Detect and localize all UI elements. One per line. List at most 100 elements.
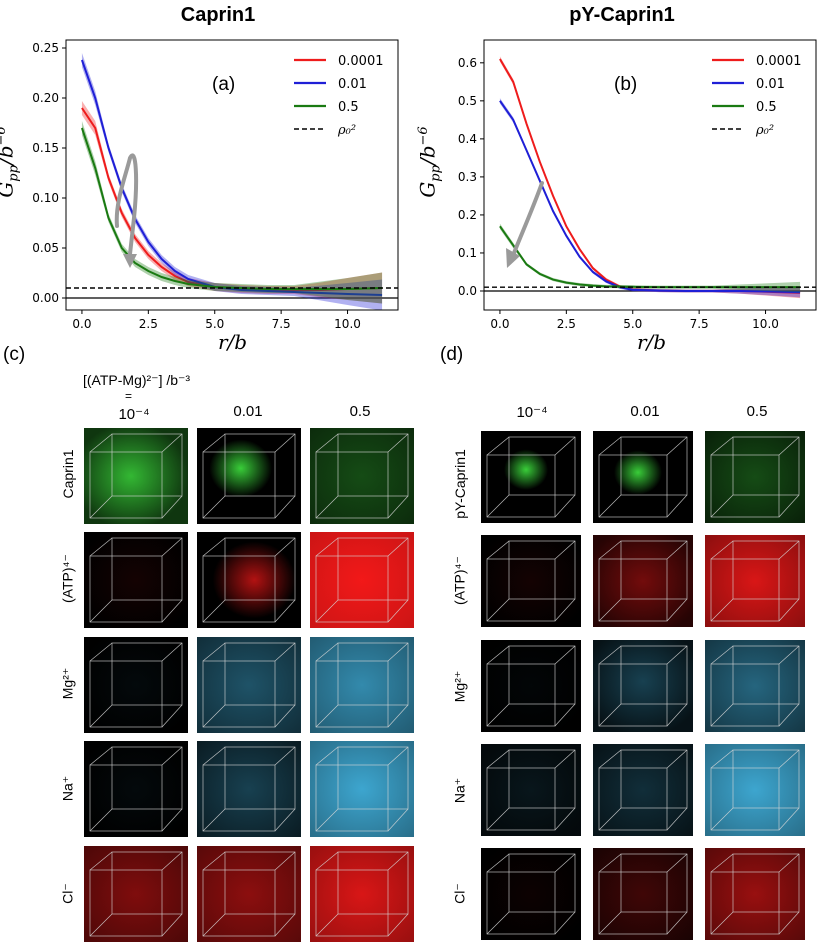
cube-front-face bbox=[710, 871, 780, 935]
cube-front-face bbox=[598, 767, 668, 831]
series-band-0.0001 bbox=[81, 101, 383, 304]
cube-edge bbox=[274, 913, 296, 937]
cube-wireframe bbox=[593, 431, 693, 523]
panel-letter: (a) bbox=[212, 74, 235, 95]
cube-back-face bbox=[337, 746, 409, 810]
panel-d-render-r5-c1 bbox=[481, 848, 581, 940]
cube-edge bbox=[202, 851, 226, 871]
y-tick-label: 0.25 bbox=[32, 41, 59, 55]
panel-c-render-r2-c3 bbox=[310, 532, 414, 628]
chart-py-caprin1: 0.0 2.5 5.0 7.5 10.0 0.0 0.1 0.2 0.3 0.4 0.5 0.6 0.0… bbox=[458, 39, 817, 331]
cube-wireframe bbox=[481, 744, 581, 836]
cube-front-face bbox=[710, 558, 780, 622]
cube-edge bbox=[387, 808, 409, 832]
concentration-equals: = bbox=[125, 389, 133, 403]
cube-back-face bbox=[620, 853, 688, 913]
trend-arrow-b-head bbox=[506, 248, 520, 268]
cube-edge bbox=[666, 436, 688, 456]
cube-wireframe bbox=[197, 532, 301, 628]
cube-edge bbox=[554, 494, 576, 518]
cube-edge bbox=[554, 749, 576, 769]
y-tick-label: 0.0 bbox=[458, 284, 477, 298]
trend-arrow-b bbox=[512, 181, 544, 255]
col-label-c-1: 10⁻⁴ bbox=[118, 406, 150, 423]
cube-wireframe bbox=[310, 846, 414, 942]
cube-edge bbox=[666, 540, 688, 560]
cube-edge bbox=[202, 495, 226, 519]
col-label-c-2: 0.01 bbox=[233, 403, 263, 420]
panel-c-render-r4-c1 bbox=[84, 741, 188, 837]
cube-edge bbox=[274, 433, 296, 453]
cube-edge bbox=[710, 540, 734, 560]
cube-wireframe bbox=[705, 640, 805, 732]
cube-edge bbox=[598, 749, 622, 769]
cube-edge bbox=[202, 746, 226, 766]
cube-wireframe bbox=[310, 428, 414, 524]
cube-edge bbox=[598, 540, 622, 560]
cube-edge bbox=[387, 599, 409, 623]
cube-edge bbox=[486, 749, 510, 769]
cube-edge bbox=[89, 642, 113, 662]
cube-edge bbox=[315, 537, 339, 557]
cube-edge bbox=[778, 436, 800, 456]
cube-edge bbox=[486, 540, 510, 560]
cube-edge bbox=[710, 703, 734, 727]
x-tick-label: 5.0 bbox=[205, 317, 224, 331]
cube-wireframe bbox=[705, 535, 805, 627]
series-line-0.0001 bbox=[499, 58, 801, 294]
cube-edge bbox=[387, 913, 409, 937]
ylabel-a: Gpp/b−6 bbox=[0, 126, 22, 197]
cube-front-face bbox=[710, 663, 780, 727]
panel-c-render-r4-c2 bbox=[197, 741, 301, 837]
cube-edge bbox=[89, 704, 113, 728]
cube-edge bbox=[598, 598, 622, 622]
cube-front-face bbox=[598, 454, 668, 518]
cube-back-face bbox=[111, 537, 183, 601]
cube-wireframe bbox=[310, 637, 414, 733]
cube-back-face bbox=[620, 645, 688, 705]
panel-c-render-r4-c3 bbox=[310, 741, 414, 837]
row-label-d-cl: Cl⁻ bbox=[451, 883, 468, 904]
cube-front-face bbox=[89, 869, 163, 937]
concentration-label: [(ATP-Mg)²⁻] /b⁻³ bbox=[83, 372, 191, 388]
panel-d-render-r1-c2 bbox=[593, 431, 693, 523]
cube-edge bbox=[315, 913, 339, 937]
cube-front-face bbox=[598, 663, 668, 727]
cube-edge bbox=[710, 436, 734, 456]
cube-back-face bbox=[111, 433, 183, 497]
cube-edge bbox=[486, 807, 510, 831]
xlabel-a: r/b bbox=[218, 330, 248, 354]
legend-label: 0.0001 bbox=[756, 54, 802, 69]
cube-wireframe bbox=[705, 744, 805, 836]
cube-front-face bbox=[486, 663, 556, 727]
x-tick-label: 0.0 bbox=[490, 317, 509, 331]
cube-back-face bbox=[337, 642, 409, 706]
cube-edge bbox=[161, 495, 183, 519]
cube-edge bbox=[710, 853, 734, 873]
x-tick-label: 2.5 bbox=[139, 317, 158, 331]
cube-back-face bbox=[732, 749, 800, 809]
panel-c-render-r5-c3 bbox=[310, 846, 414, 942]
cube-front-face bbox=[315, 451, 389, 519]
cube-edge bbox=[598, 494, 622, 518]
legend-label: ρ₀² bbox=[755, 123, 774, 138]
cube-edge bbox=[161, 808, 183, 832]
cube-edge bbox=[554, 703, 576, 727]
cube-front-face bbox=[598, 558, 668, 622]
cube-edge bbox=[778, 853, 800, 873]
row-label-d-na: Na⁺ bbox=[451, 777, 468, 804]
cube-edge bbox=[554, 807, 576, 831]
cube-wireframe bbox=[84, 741, 188, 837]
cube-edge bbox=[89, 537, 113, 557]
panel-d-render-r4-c2 bbox=[593, 744, 693, 836]
ylabel-b: Gpp/b−6 bbox=[415, 126, 444, 198]
cube-back-face bbox=[732, 645, 800, 705]
x-tick-label: 5.0 bbox=[623, 317, 642, 331]
cube-front-face bbox=[202, 660, 276, 728]
cube-back-face bbox=[620, 540, 688, 600]
cube-edge bbox=[486, 645, 510, 665]
plot-frame bbox=[65, 39, 399, 311]
series-band-0.5 bbox=[499, 223, 801, 293]
row-label-d-mg: Mg²⁺ bbox=[451, 670, 468, 703]
cube-back-face bbox=[508, 749, 576, 809]
